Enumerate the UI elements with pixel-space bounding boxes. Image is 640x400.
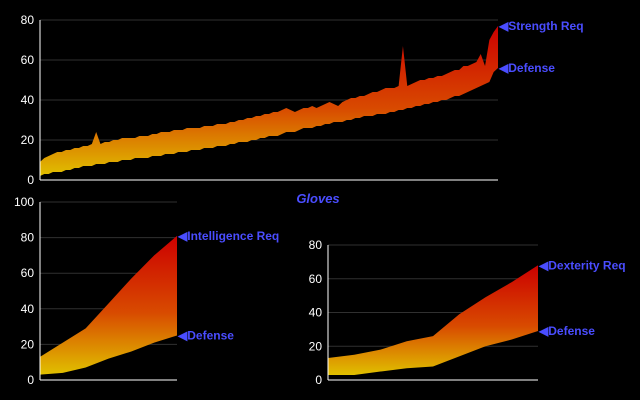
y-tick-right-80: 80 bbox=[309, 238, 323, 252]
y-tick-left-80: 80 bbox=[21, 231, 35, 245]
y-tick-left-0: 0 bbox=[27, 373, 34, 387]
y-tick-left-40: 40 bbox=[21, 302, 35, 316]
y-tick-left-60: 60 bbox=[21, 266, 35, 280]
figure-title: Gloves bbox=[296, 191, 339, 206]
y-tick-left-100: 100 bbox=[14, 195, 34, 209]
area-band-left bbox=[40, 235, 177, 375]
y-tick-top-20: 20 bbox=[21, 133, 35, 147]
y-tick-top-40: 40 bbox=[21, 93, 35, 107]
y-tick-left-20: 20 bbox=[21, 337, 35, 351]
y-tick-top-0: 0 bbox=[27, 173, 34, 187]
y-tick-top-60: 60 bbox=[21, 53, 35, 67]
y-tick-right-60: 60 bbox=[309, 272, 323, 286]
y-tick-right-40: 40 bbox=[309, 306, 323, 320]
series-label-left-intelligence-req: ◀Intelligence Req bbox=[177, 229, 279, 243]
y-tick-right-0: 0 bbox=[315, 373, 322, 387]
series-label-top-defense: ◀Defense bbox=[498, 61, 555, 75]
area-band-top bbox=[40, 26, 498, 176]
series-label-right-defense: ◀Defense bbox=[538, 324, 595, 338]
y-tick-top-80: 80 bbox=[21, 13, 35, 27]
y-tick-right-20: 20 bbox=[309, 339, 323, 353]
area-band-right bbox=[328, 265, 538, 375]
series-label-left-defense: ◀Defense bbox=[177, 329, 234, 343]
series-label-right-dexterity-req: ◀Dexterity Req bbox=[538, 258, 626, 272]
series-label-top-strength-req: ◀Strength Req bbox=[498, 19, 584, 33]
